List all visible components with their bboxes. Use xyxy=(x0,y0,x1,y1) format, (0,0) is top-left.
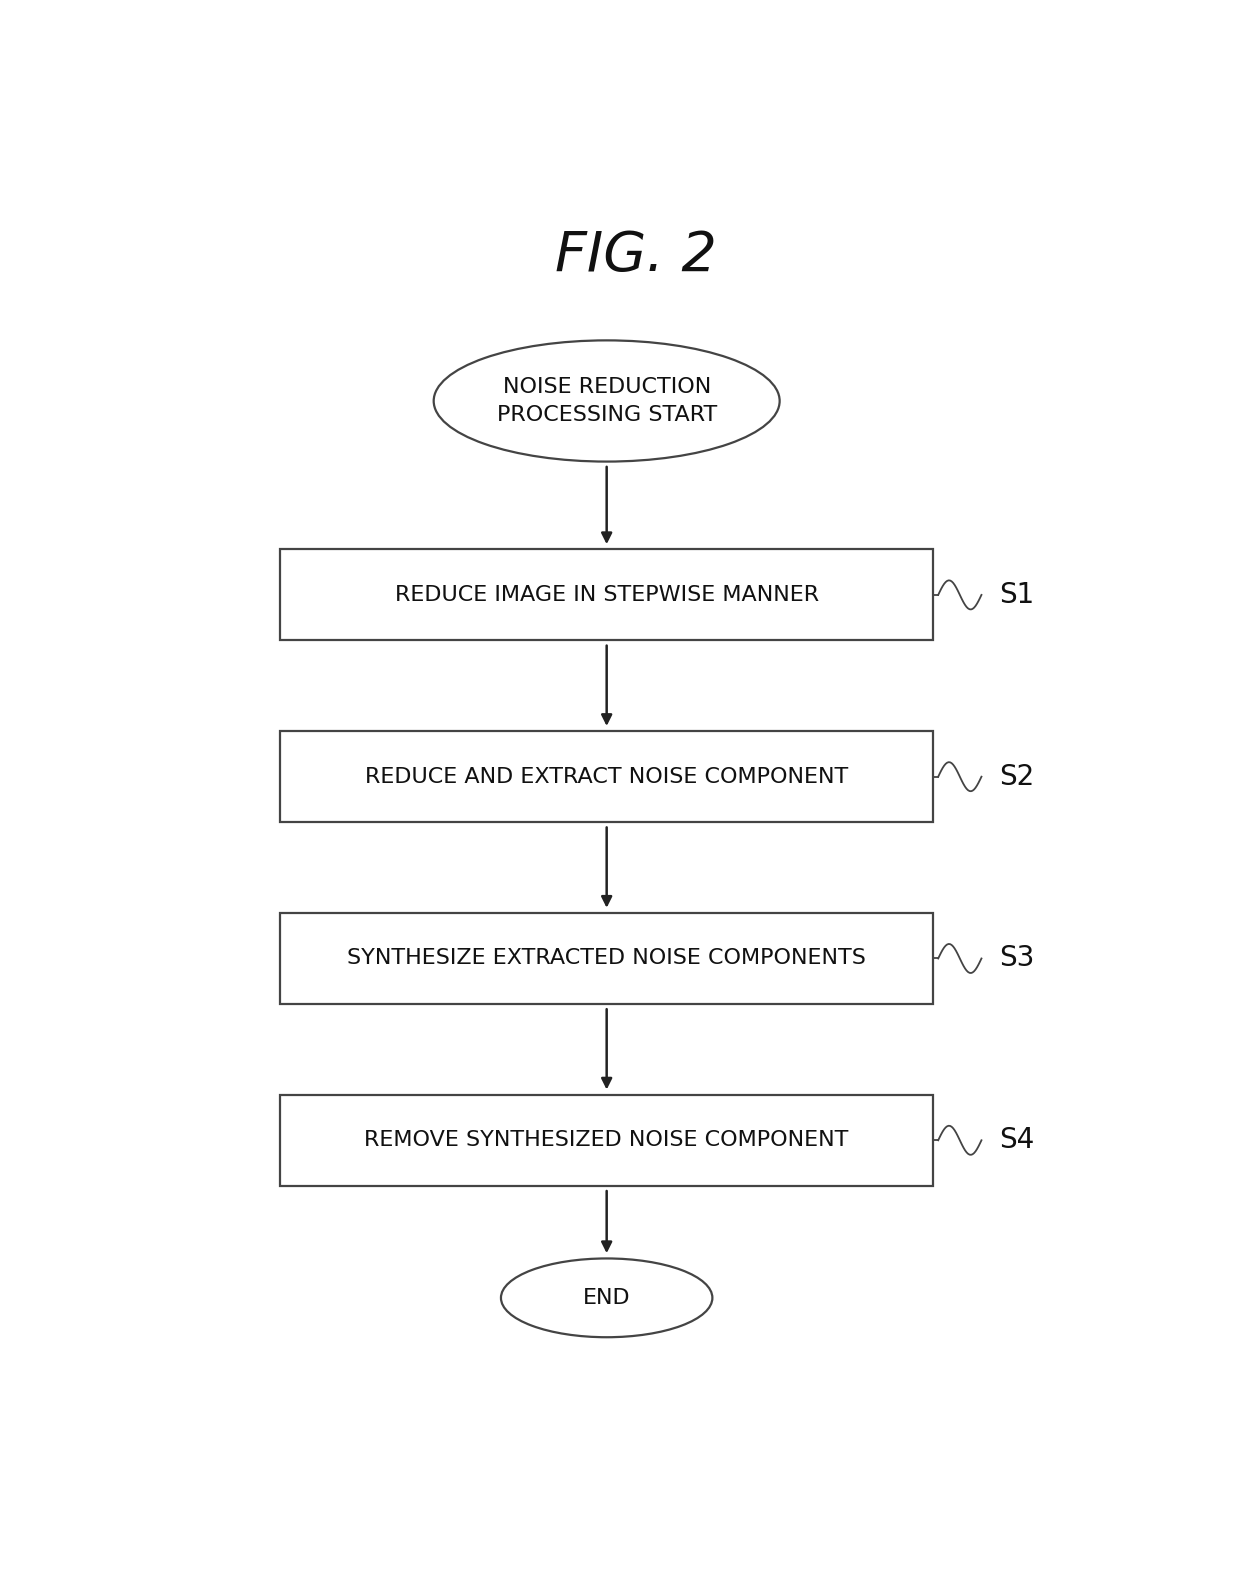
Text: REMOVE SYNTHESIZED NOISE COMPONENT: REMOVE SYNTHESIZED NOISE COMPONENT xyxy=(365,1130,849,1151)
Text: SYNTHESIZE EXTRACTED NOISE COMPONENTS: SYNTHESIZE EXTRACTED NOISE COMPONENTS xyxy=(347,949,866,968)
Text: REDUCE IMAGE IN STEPWISE MANNER: REDUCE IMAGE IN STEPWISE MANNER xyxy=(394,586,818,604)
Text: S2: S2 xyxy=(998,763,1034,790)
FancyBboxPatch shape xyxy=(280,913,934,1004)
Text: NOISE REDUCTION
PROCESSING START: NOISE REDUCTION PROCESSING START xyxy=(496,378,717,425)
FancyBboxPatch shape xyxy=(280,732,934,822)
Ellipse shape xyxy=(434,340,780,461)
FancyBboxPatch shape xyxy=(280,1096,934,1185)
Text: END: END xyxy=(583,1288,630,1308)
FancyBboxPatch shape xyxy=(280,549,934,641)
Text: FIG. 2: FIG. 2 xyxy=(554,230,717,282)
Text: REDUCE AND EXTRACT NOISE COMPONENT: REDUCE AND EXTRACT NOISE COMPONENT xyxy=(365,767,848,787)
Text: S1: S1 xyxy=(998,581,1034,609)
Text: S3: S3 xyxy=(998,944,1034,973)
Ellipse shape xyxy=(501,1259,713,1338)
Text: S4: S4 xyxy=(998,1127,1034,1154)
